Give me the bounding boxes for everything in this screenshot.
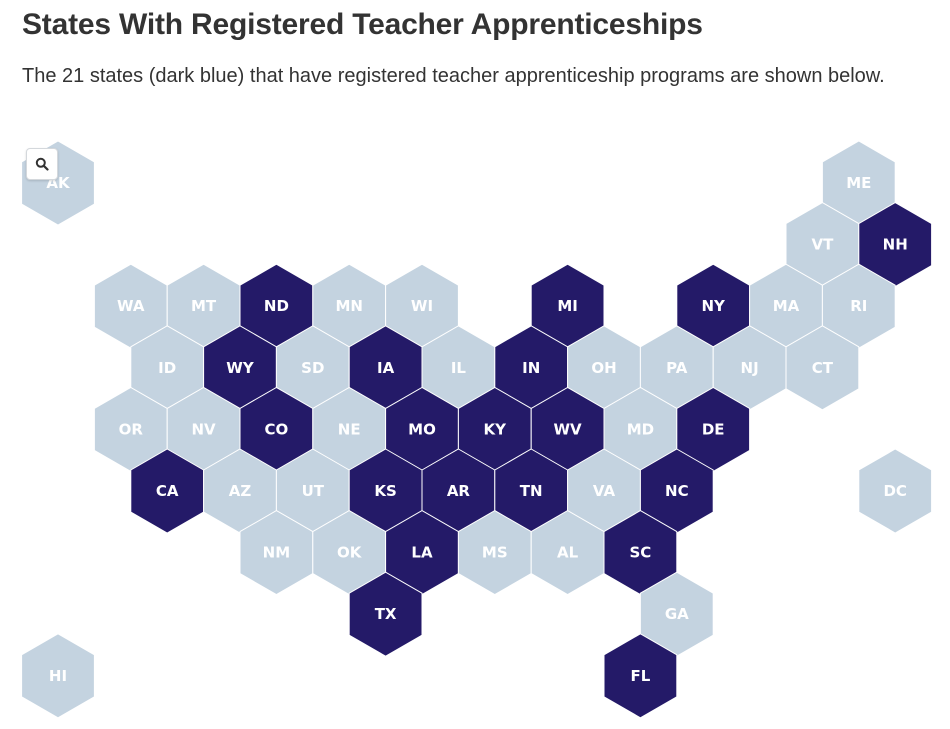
state-hex bbox=[858, 448, 933, 534]
zoom-button[interactable] bbox=[26, 148, 58, 180]
state-hex bbox=[348, 571, 423, 657]
state-tile-dc[interactable]: DC bbox=[858, 448, 933, 534]
state-tile-hi[interactable]: HI bbox=[21, 633, 95, 719]
search-icon bbox=[35, 157, 49, 171]
map-subtitle: The 21 states (dark blue) that have regi… bbox=[22, 65, 885, 87]
state-hex bbox=[785, 325, 860, 411]
state-hex bbox=[21, 633, 95, 719]
state-hex bbox=[603, 633, 678, 719]
map-title: States With Registered Teacher Apprentic… bbox=[22, 8, 703, 41]
